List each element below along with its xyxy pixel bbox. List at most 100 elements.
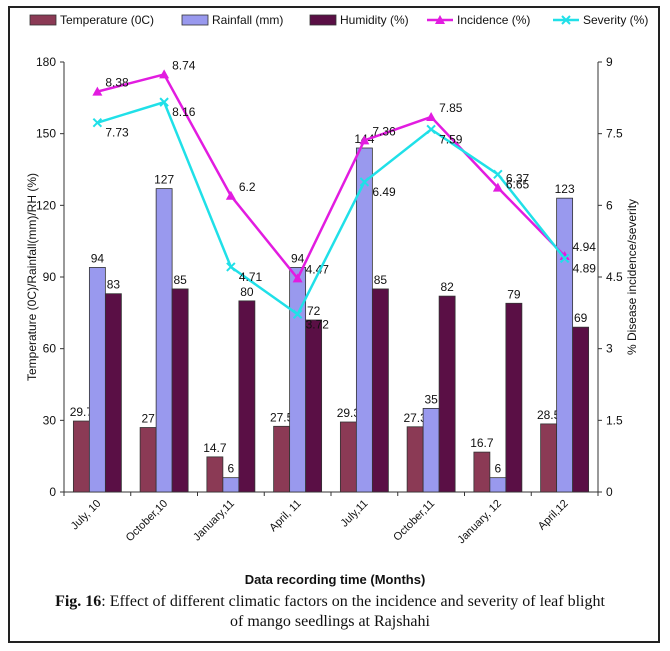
line-point [359, 135, 370, 145]
line-data-label: 4.94 [573, 240, 597, 254]
bar [556, 197, 574, 493]
y-right-tick-label: 4.5 [606, 270, 623, 284]
y-right-tick-label: 1.5 [606, 413, 623, 427]
bar-data-label: 14.7 [203, 441, 227, 455]
legend-label: Humidity (%) [340, 13, 409, 27]
bar [505, 302, 523, 493]
series-line [97, 100, 566, 317]
bar-data-label: 85 [173, 273, 187, 287]
y-right-axis-title: % Disease incidence/severity [625, 199, 639, 355]
bar-data-label: 82 [440, 280, 454, 294]
legend-marker [435, 15, 445, 24]
bar-data-label: 80 [240, 285, 254, 299]
line-point [159, 69, 170, 79]
bar-data-label: 127 [154, 173, 174, 187]
y-tick-label: 30 [43, 413, 57, 427]
line-point [159, 97, 169, 107]
legend-swatch [309, 14, 337, 26]
legend-swatch [29, 14, 57, 26]
line-point [426, 111, 437, 121]
bar [171, 288, 189, 493]
bar [540, 423, 558, 493]
line-data-label: 6.37 [506, 172, 530, 186]
y-tick-label: 60 [43, 342, 57, 356]
bar [572, 326, 590, 493]
line-data-label: 7.59 [439, 132, 463, 146]
x-tick-label: July,11 [339, 498, 371, 530]
bar-data-label: 16.7 [470, 436, 494, 450]
bar [88, 267, 106, 493]
line-point [225, 190, 236, 200]
bar [371, 288, 389, 493]
line-data-label: 6.49 [372, 185, 396, 199]
x-tick-label: October,11 [391, 498, 437, 544]
y-tick-label: 180 [36, 55, 56, 69]
legend-label: Temperature (0C) [60, 13, 154, 27]
line-data-label: 8.16 [172, 105, 196, 119]
line-point [492, 182, 503, 192]
caption-label: Fig. 16 [55, 593, 102, 610]
bar-data-label: 28.5 [537, 408, 561, 422]
line-point [226, 262, 236, 272]
bar-data-label: 72 [307, 304, 321, 318]
bar [206, 456, 224, 493]
bar-data-label: 94 [291, 251, 305, 265]
line-point [559, 250, 570, 260]
bar-data-label: 27.5 [270, 410, 294, 424]
legend-marker [561, 15, 571, 25]
series-line [97, 72, 566, 281]
bar-data-label: 83 [107, 278, 121, 292]
caption-text: : Effect of different climatic factors o… [101, 593, 605, 630]
line-data-label: 6.65 [506, 177, 530, 191]
x-tick-label: July, 10 [69, 498, 104, 533]
line-point [292, 273, 303, 283]
bar-data-label: 94 [91, 251, 105, 265]
legend-swatch [181, 14, 209, 26]
y-tick-label: 150 [36, 127, 56, 141]
bar-data-label: 69 [574, 311, 588, 325]
y-right-tick-label: 3 [606, 342, 613, 356]
bar [222, 477, 240, 493]
legend-label: Rainfall (mm) [212, 13, 283, 27]
line-point [426, 124, 436, 135]
figure-caption: Fig. 16: Effect of different climatic fa… [50, 592, 610, 632]
line-data-label: 8.74 [172, 58, 196, 72]
line-point [559, 253, 570, 264]
line-data-label: 4.71 [239, 270, 263, 284]
bar-data-label: 79 [507, 287, 521, 301]
bar [406, 426, 424, 493]
bar [489, 477, 507, 493]
line-data-label: 7.85 [439, 101, 463, 115]
bar [72, 420, 90, 493]
line-data-label: 3.72 [306, 317, 330, 331]
line-data-label: 6.2 [239, 180, 256, 194]
bar [422, 407, 440, 493]
bar [339, 421, 357, 493]
line-data-label: 7.36 [372, 124, 396, 138]
x-tick-label: January,11 [191, 498, 237, 544]
bar-data-label: 29.7 [70, 405, 94, 419]
bar-data-label: 29.3 [337, 406, 361, 420]
bar [104, 293, 122, 493]
bar [139, 427, 157, 493]
bar [355, 147, 373, 493]
bar [155, 188, 173, 493]
x-tick-label: October,10 [124, 498, 171, 545]
line-data-label: 4.89 [573, 261, 597, 275]
y-axis-title: Temperature (0C)/Rainfall(mm)/RH (%) [25, 173, 39, 381]
bar [473, 451, 491, 493]
line-point [92, 86, 103, 96]
y-right-tick-label: 7.5 [606, 127, 623, 141]
x-tick-label: April, 11 [267, 498, 303, 534]
legend-label: Severity (%) [583, 13, 648, 27]
bar [238, 300, 256, 493]
y-right-tick-label: 6 [606, 198, 613, 212]
line-point [493, 169, 503, 179]
bar-data-label: 35 [424, 392, 438, 406]
x-tick-label: January, 12 [455, 498, 504, 547]
line-point [292, 309, 303, 319]
x-tick-label: April,12 [536, 498, 571, 533]
line-point [359, 177, 370, 187]
y-tick-label: 90 [43, 270, 57, 284]
